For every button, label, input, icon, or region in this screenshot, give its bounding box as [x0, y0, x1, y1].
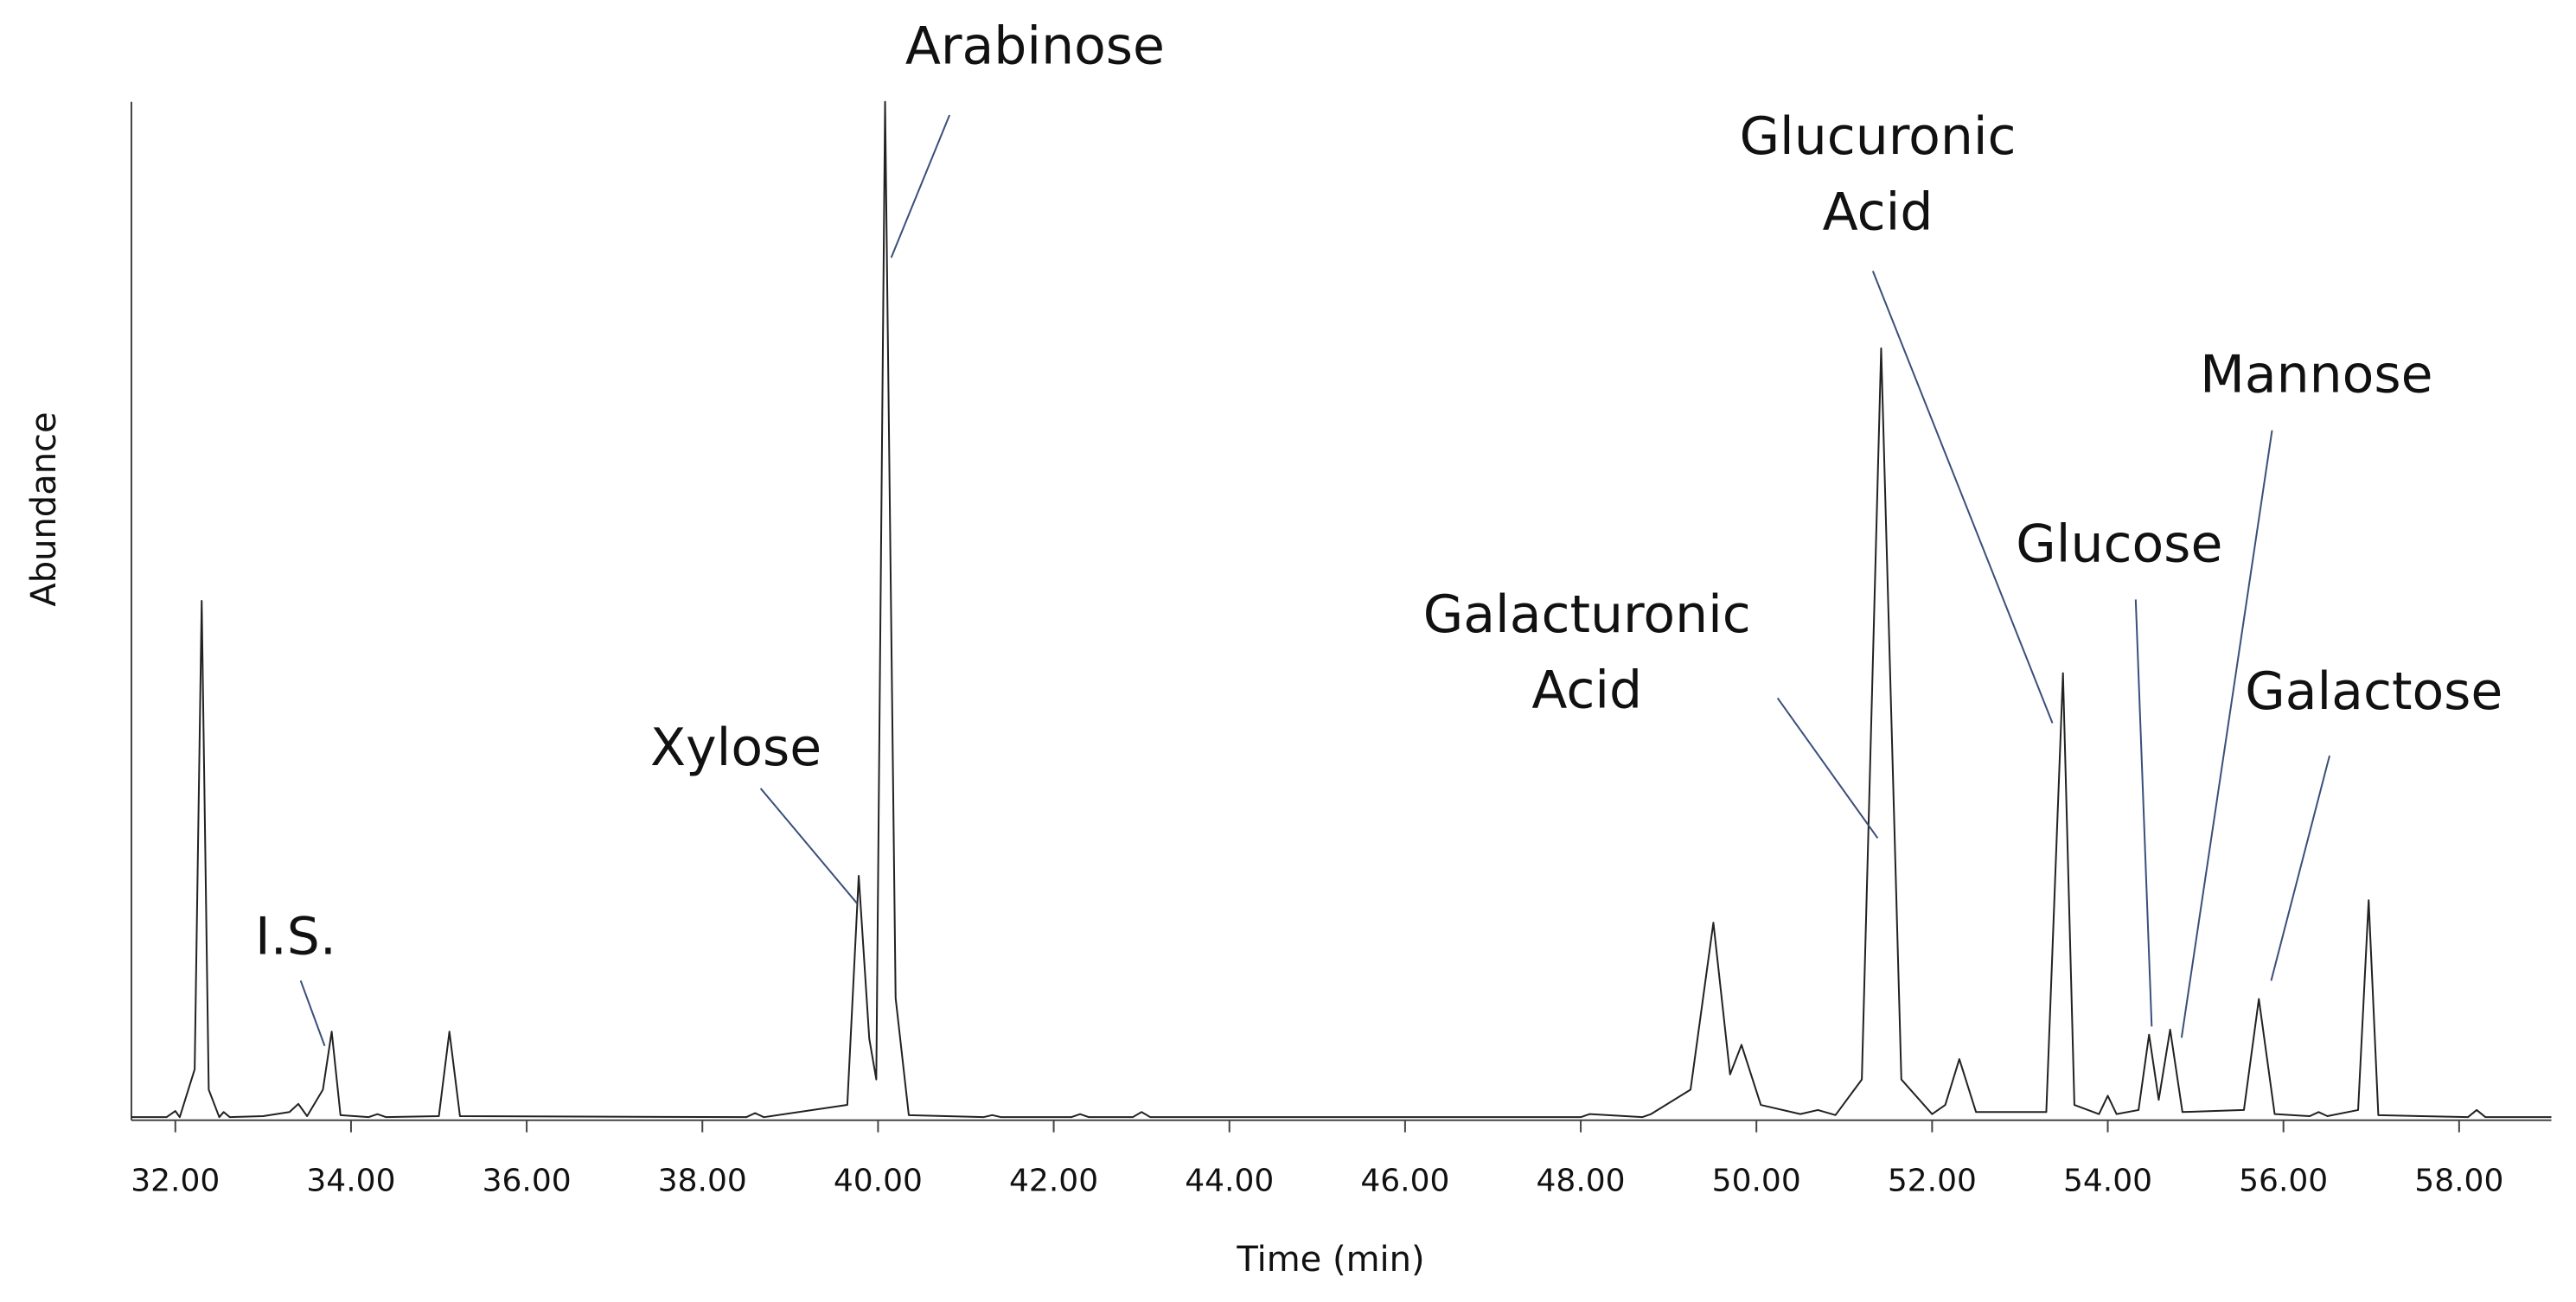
- x-tick-label: 42.00: [1009, 1164, 1098, 1199]
- annotation-leader: [1871, 271, 2054, 724]
- x-tick-label: 48.00: [1537, 1164, 1626, 1199]
- annotation-label: I.S.: [255, 906, 336, 967]
- annotation-label: Mannose: [2200, 345, 2432, 405]
- x-tick-label: 34.00: [306, 1164, 395, 1199]
- annotation-label: Acid: [1823, 182, 1934, 242]
- annotation-label: Acid: [1531, 660, 1642, 720]
- x-tick-label: 58.00: [2414, 1164, 2503, 1199]
- x-tick-label: 32.00: [131, 1164, 220, 1199]
- x-tick-label: 56.00: [2239, 1164, 2328, 1199]
- annotation-label: Galacturonic: [1423, 584, 1751, 645]
- x-tick-label: 46.00: [1360, 1164, 1449, 1199]
- annotation-label: Arabinose: [905, 16, 1165, 77]
- annotation-leader: [2134, 599, 2153, 1027]
- x-tick-label: 36.00: [483, 1164, 572, 1199]
- y-axis-title: Abundance: [24, 412, 64, 606]
- x-tick-label: 44.00: [1185, 1164, 1274, 1199]
- annotation-label: Xylose: [650, 718, 821, 778]
- annotation-label: Galactose: [2245, 661, 2502, 722]
- x-tick-label: 52.00: [1888, 1164, 1977, 1199]
- x-axis-title: Time (min): [1236, 1240, 1424, 1280]
- annotation-label: Glucuronic: [1740, 106, 2017, 167]
- annotation-leader: [2270, 755, 2330, 981]
- x-tick-label: 38.00: [658, 1164, 747, 1199]
- annotation-leader: [2180, 430, 2273, 1038]
- annotation-label: Glucose: [2016, 514, 2222, 574]
- annotation-leader: [299, 980, 326, 1047]
- x-tick-label: 50.00: [1712, 1164, 1801, 1199]
- x-tick-label: 54.00: [2063, 1164, 2152, 1199]
- annotation-leader: [890, 114, 951, 258]
- annotation-leader: [1776, 697, 1879, 839]
- x-tick-label: 40.00: [834, 1164, 923, 1199]
- annotation-leader: [759, 788, 858, 904]
- chromatogram-line: [131, 100, 2552, 1119]
